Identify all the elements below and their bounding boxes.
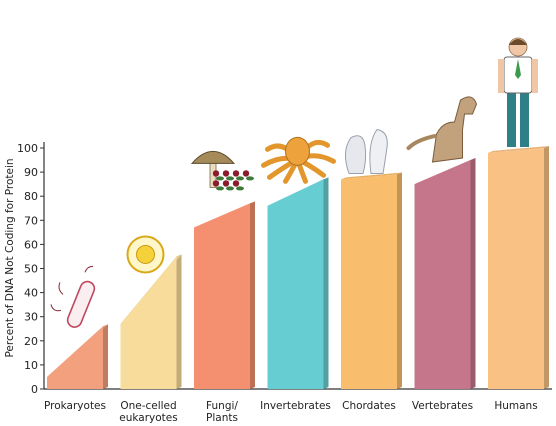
y-tick-label: 50 [24,263,38,276]
human-leg-right [520,91,529,147]
flower-dot [232,170,240,177]
leaf [236,186,244,191]
bar-front [47,326,103,389]
bar [341,172,402,389]
human-arm-left [498,59,504,93]
category-label-line: Invertebrates [260,400,331,412]
dog-icon [406,96,478,163]
bar-side [397,172,402,389]
y-tick-label: 40 [24,287,38,300]
bar-front [267,179,324,389]
y-tick-label: 90 [24,166,38,179]
bacterium-body [66,280,96,328]
category-label: Prokaryotes [44,400,106,412]
category-label-line: One-celled [120,400,176,412]
bar [267,177,329,389]
bar-front [194,203,250,389]
bacterium-flagella [50,265,94,312]
bar [194,201,255,389]
category-label: One-celled eukaryotes [119,400,177,424]
bar [47,324,108,389]
dog-tail [406,134,437,151]
mushroom-plant-icon [190,150,254,191]
bar-side [176,254,182,389]
bar-top [488,146,549,153]
flower-dot [212,180,220,187]
octopus-icon [261,136,336,184]
sea-squirt-2 [369,128,388,175]
bar-front [488,148,544,389]
category-label: Vertebrates [412,400,473,412]
flower-dot [232,180,240,187]
flower-dot [212,170,220,177]
category-label-line: Prokaryotes [44,400,106,412]
y-tick-label: 70 [24,214,38,227]
bar-front [414,160,471,389]
bar [488,146,549,389]
bar-front [341,174,397,389]
category-label-line: Vertebrates [412,400,473,412]
leaf [226,186,234,191]
category-label-line: Humans [494,400,537,412]
human-tie [515,59,521,79]
category-label-line: eukaryotes [119,412,177,424]
sea-squirt-1 [345,135,367,175]
flower-dot [222,170,230,177]
human-icon [498,37,538,147]
bar-side [250,201,255,389]
bar-side [103,324,108,389]
y-tick-label: 30 [24,311,38,324]
dog-body [431,96,478,163]
category-label-line: Chordates [342,400,396,412]
category-label: Invertebrates [260,400,331,412]
category-label-line: Fungi/ [206,400,238,412]
flower-dot [222,180,230,187]
category-label: Humans [494,400,537,412]
human-arm-right [532,59,538,93]
y-tick-label: 20 [24,335,38,348]
y-tick-label: 0 [31,383,38,396]
bar-top [341,172,402,180]
bacterium-icon [50,265,96,328]
category-label-line: Plants [206,412,238,424]
leaf [236,176,244,181]
bar-side [470,158,476,389]
y-tick-label: 60 [24,238,38,251]
octopus-head [285,136,310,166]
bar-front [120,256,177,389]
mushroom-cap [190,150,236,164]
y-axis-label: Percent of DNA Not Coding for Protein [4,158,16,357]
flower-dot [242,170,250,177]
category-labels: Prokaryotes One-celled eukaryotes Fungi/Pla… [44,400,538,424]
y-tick-label: 80 [24,190,38,203]
bars [47,146,549,389]
leaf [226,176,234,181]
bar [414,158,476,389]
y-tick-label: 10 [24,359,38,372]
icons [50,37,538,328]
leaf [246,176,254,181]
bar [120,254,182,389]
y-tick-label: 100 [17,142,38,155]
leaf [216,176,224,181]
leaf [216,186,224,191]
cell-nucleus [136,244,155,264]
cell-icon [126,235,165,274]
human-hair [509,39,527,45]
bar-side [323,177,329,389]
category-label: Chordates [342,400,396,412]
category-label: Fungi/Plants [206,400,238,424]
sea-squirt-icon [345,128,388,175]
human-leg-left [507,91,516,147]
bar-side [544,146,549,389]
